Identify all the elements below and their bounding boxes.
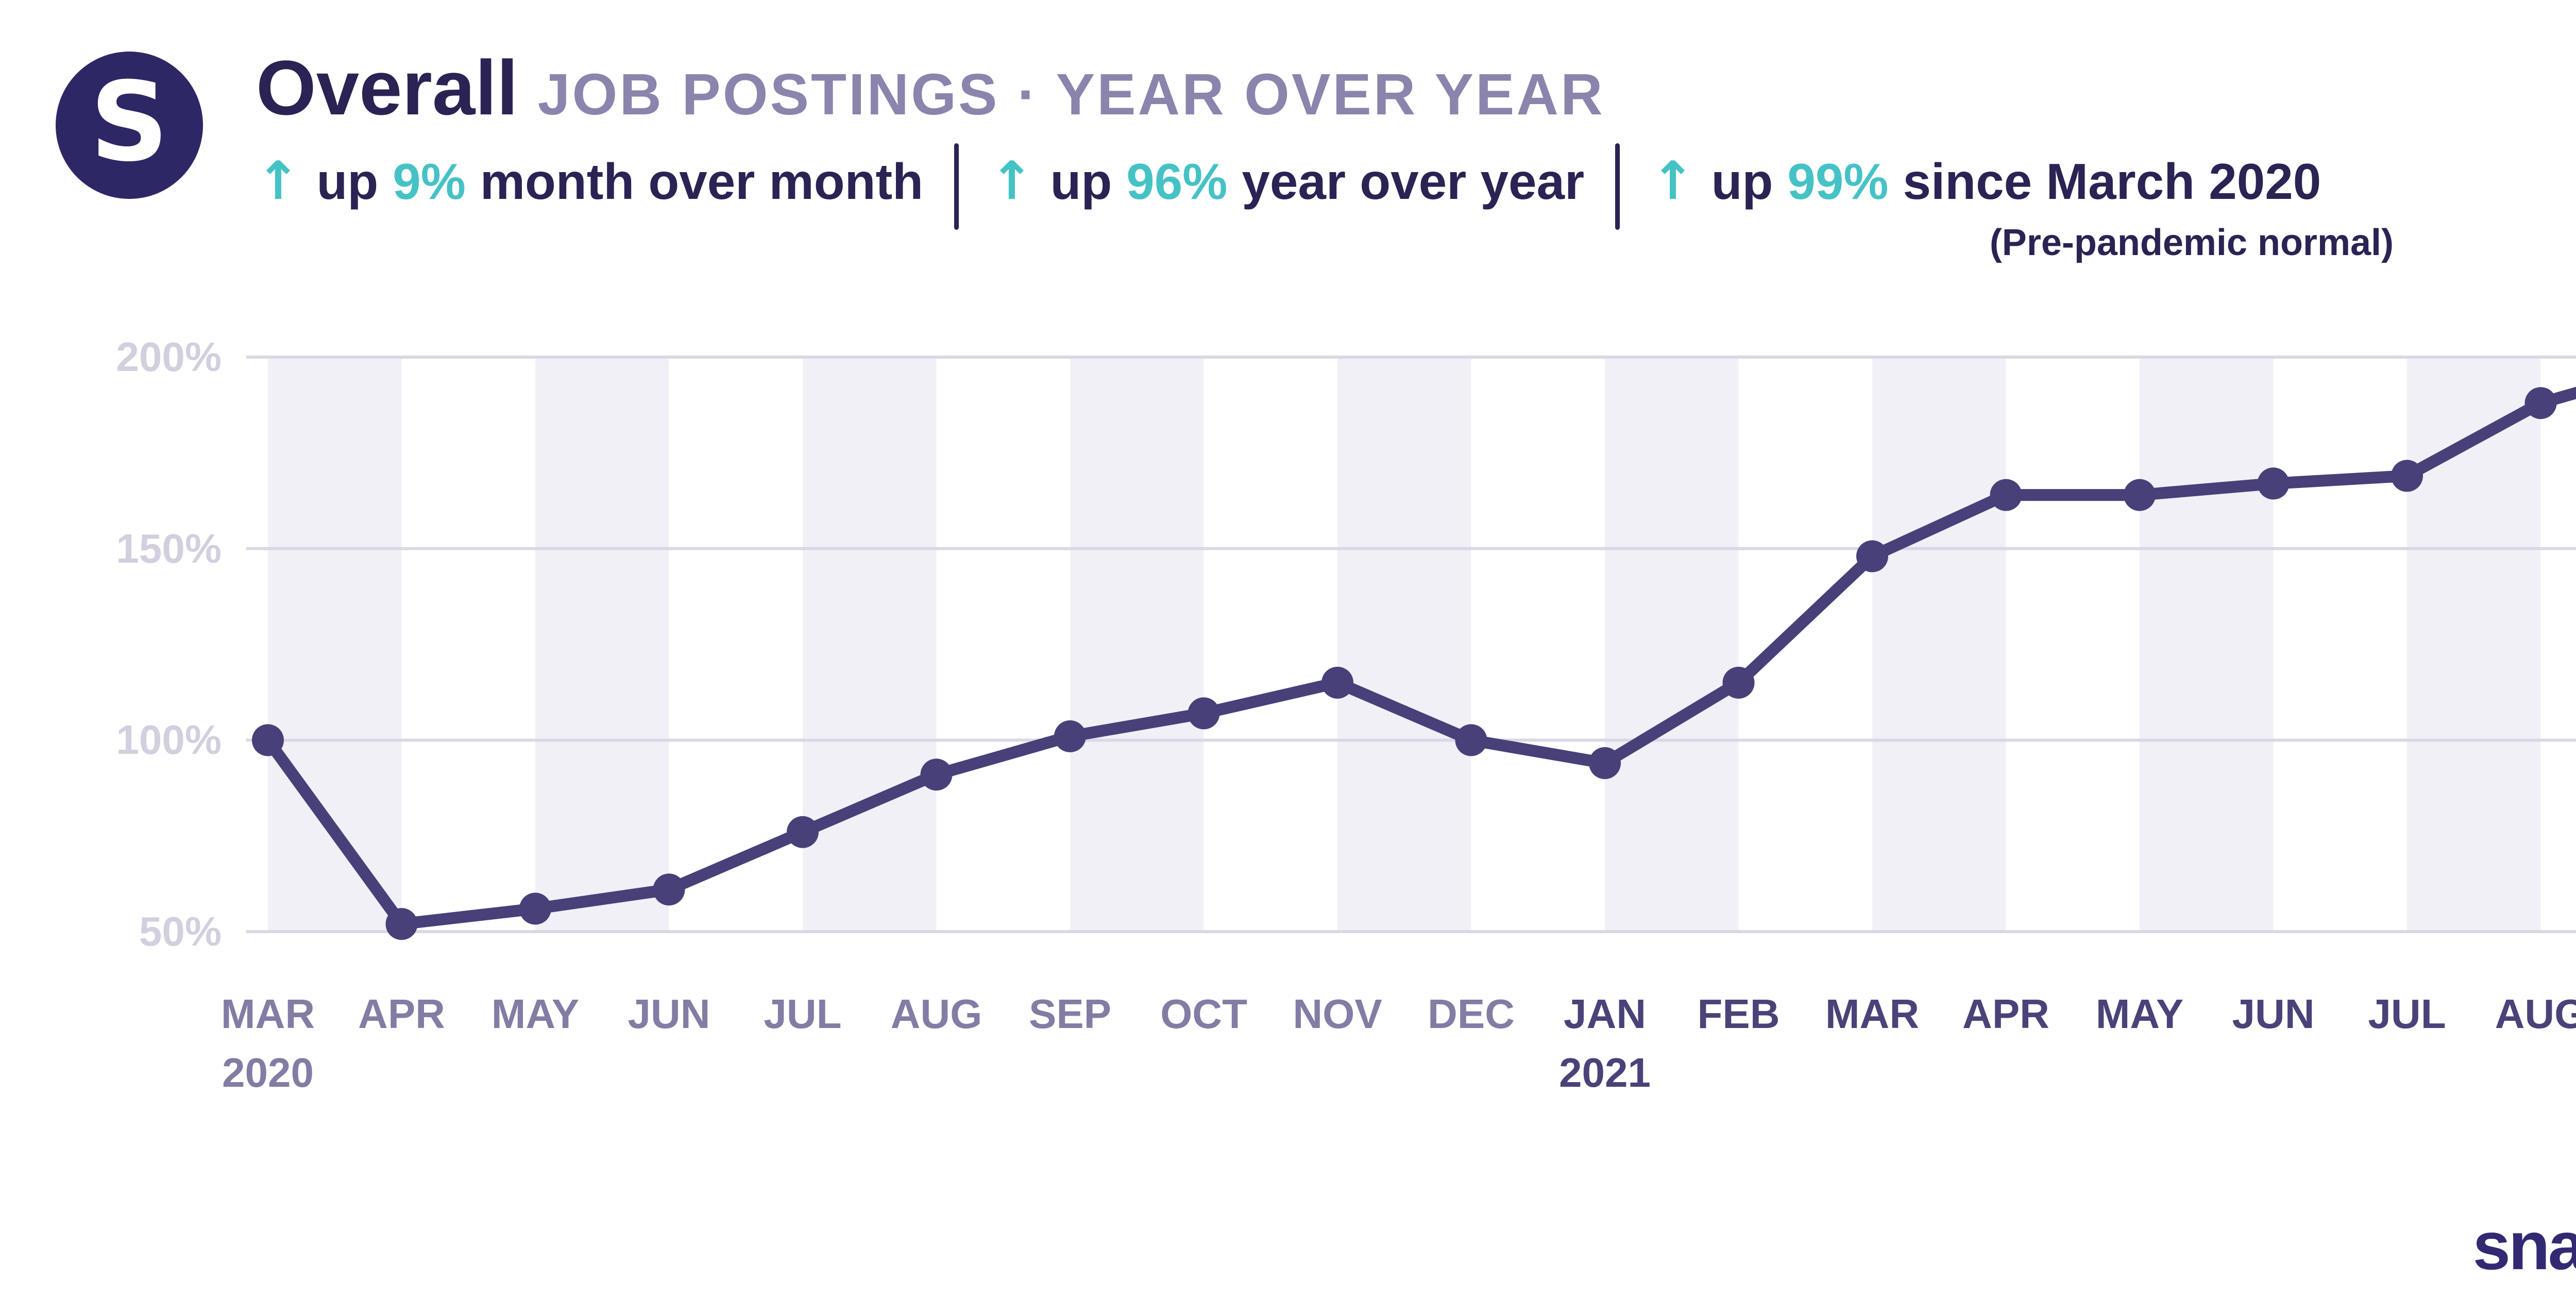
x-axis-month-label: JUN	[2232, 991, 2315, 1037]
stripe-band	[1872, 357, 2006, 932]
data-point	[385, 908, 418, 940]
stat-suffix: since March 2020	[1903, 153, 2321, 210]
data-point	[2524, 387, 2557, 419]
stripe-band	[268, 357, 402, 932]
stat-value: 96%	[1126, 153, 1228, 210]
x-axis-month-label: MAR	[1825, 991, 1920, 1037]
stat-divider	[954, 143, 959, 230]
y-axis-tick-label: 200%	[116, 334, 222, 380]
logo-letter: S	[90, 58, 169, 186]
x-axis-month-label: JAN	[1563, 991, 1647, 1037]
page-title: Overall	[256, 44, 518, 131]
x-axis-month-label: FEB	[1697, 991, 1780, 1037]
stat-prefix: up	[316, 153, 379, 210]
stat-prefix: up	[1050, 153, 1112, 210]
data-point	[519, 892, 551, 925]
stripe-band	[535, 357, 669, 932]
stripe-band	[2140, 357, 2274, 932]
data-point	[787, 816, 819, 848]
data-point	[1856, 540, 1888, 572]
stat-prefix: up	[1711, 153, 1773, 210]
x-axis-month-label: SEP	[1028, 991, 1112, 1037]
stripe-band	[1070, 357, 1204, 932]
stat-suffix: month over month	[480, 153, 924, 210]
up-arrow-icon: ↑	[990, 150, 1034, 212]
stat-year-over-year: ↑ up 96% year over year	[990, 150, 1584, 212]
x-axis-month-label: AUG	[2495, 991, 2576, 1037]
title-row: Overall JOB POSTINGS · YEAR OVER YEAR	[256, 45, 1605, 130]
x-axis-month-label: OCT	[1160, 991, 1247, 1037]
x-axis-month-label: APR	[358, 991, 445, 1037]
x-axis-month-label: MAY	[491, 991, 580, 1037]
data-point	[1990, 479, 2022, 511]
data-point	[1188, 697, 1220, 730]
page-subtitle: JOB POSTINGS · YEAR OVER YEAR	[537, 62, 1605, 127]
x-axis-month-label: JUN	[628, 991, 710, 1037]
stat-since-march-2020: ↑ up 99% since March 2020	[1651, 150, 2321, 212]
x-axis-month-label: DEC	[1428, 991, 1515, 1037]
data-point	[2257, 467, 2290, 500]
data-point	[1589, 747, 1621, 779]
y-axis-tick-label: 150%	[116, 525, 222, 571]
up-arrow-icon: ↑	[256, 150, 300, 212]
data-point	[1455, 724, 1487, 756]
x-axis-year-label: 2020	[222, 1050, 314, 1096]
data-point	[252, 724, 284, 756]
x-axis-month-label: APR	[1962, 991, 2049, 1037]
stat-value: 9%	[393, 153, 466, 210]
data-point	[2391, 460, 2423, 492]
snagajob-s-logo-icon: S	[56, 52, 203, 199]
stat-divider	[1615, 143, 1620, 230]
stat-value: 99%	[1787, 153, 1889, 210]
x-axis-month-label: JUL	[2368, 991, 2446, 1037]
stripe-band	[2407, 357, 2541, 932]
data-point	[1054, 720, 1086, 752]
x-axis-year-label: 2021	[1559, 1050, 1651, 1096]
data-point	[2124, 479, 2156, 511]
pre-pandemic-note: (Pre-pandemic normal)	[1989, 222, 2394, 263]
brand-text: snagajob	[2472, 1208, 2576, 1284]
stat-month-over-month: ↑ up 9% month over month	[256, 150, 923, 212]
stat-suffix: year over year	[1242, 153, 1585, 210]
data-point	[1321, 666, 1353, 699]
y-axis-tick-label: 50%	[139, 908, 222, 954]
x-axis-month-label: MAR	[221, 991, 315, 1037]
x-axis-month-label: AUG	[890, 991, 982, 1037]
stripe-band	[1605, 357, 1739, 932]
data-point	[920, 759, 953, 791]
data-point	[1722, 666, 1755, 699]
x-axis-month-label: NOV	[1293, 991, 1382, 1037]
stats-row: ↑ up 9% month over month ↑ up 96% year o…	[256, 143, 2321, 230]
snagajob-wordmark: snagajob®	[2473, 1212, 2576, 1280]
y-axis-tick-label: 100%	[116, 717, 222, 763]
x-axis-month-label: MAY	[2095, 991, 2184, 1037]
data-point	[653, 873, 685, 906]
stripe-band	[803, 357, 937, 932]
up-arrow-icon: ↑	[1651, 150, 1695, 212]
stripe-band	[1337, 357, 1471, 932]
x-axis-month-label: JUL	[764, 991, 842, 1037]
